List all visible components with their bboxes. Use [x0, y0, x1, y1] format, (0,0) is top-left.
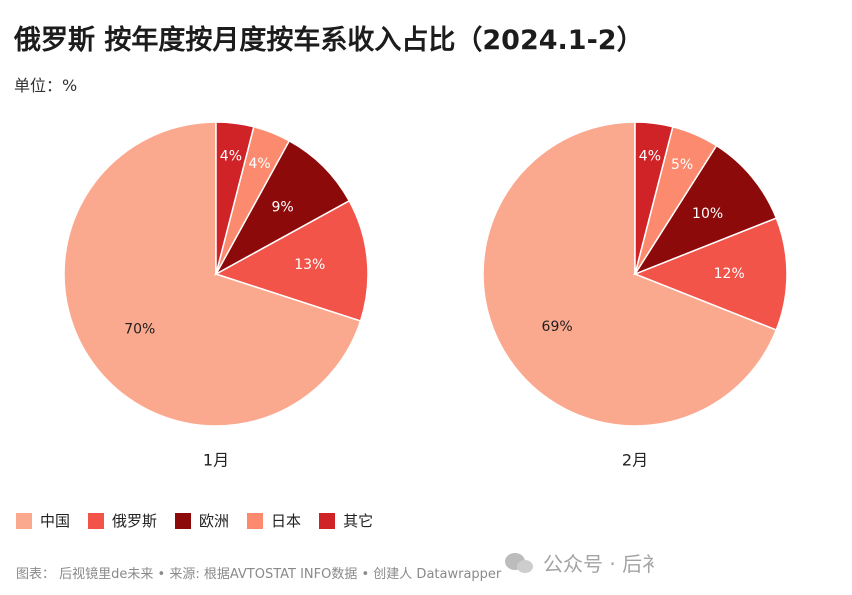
- watermark: 公众号 · 后衤: [505, 548, 662, 577]
- legend-item-other: 其它: [319, 510, 373, 531]
- source-footer: 图表： 后视镜里de未来 • 来源: 根据AVTOSTAT INFO数据 • 创…: [16, 567, 502, 582]
- legend-label-china: 中国: [40, 512, 71, 530]
- unit-label: 单位：%: [14, 76, 78, 95]
- legend-item-japan: 日本: [247, 510, 301, 531]
- legend-item-china: 中国: [16, 510, 70, 531]
- pie-1-label-china: 70%: [124, 321, 155, 337]
- pie-2-slice-other: [634, 121, 674, 275]
- pie-2-label-japan: 5%: [671, 157, 693, 173]
- pie-1-slice-europe: [214, 139, 351, 276]
- legend: 中国 俄罗斯 欧洲 日本 其它: [16, 510, 373, 531]
- pie-1-slice-other: [215, 121, 255, 275]
- legend-label-other: 其它: [343, 512, 374, 530]
- legend-label-russia: 俄罗斯: [112, 512, 158, 530]
- pie-1-label-russia: 13%: [294, 257, 325, 273]
- pie-2-label-europe: 10%: [692, 206, 723, 222]
- legend-swatch-japan: [247, 512, 264, 529]
- watermark-text: 公众号 · 后衤: [543, 552, 663, 576]
- legend-swatch-other: [319, 512, 336, 529]
- legend-swatch-china: [16, 512, 32, 529]
- legend-swatch-europe: [175, 512, 192, 529]
- pie-2-label-china: 69%: [542, 319, 573, 335]
- pie-1-label-europe: 9%: [271, 199, 293, 215]
- chart-title: 俄罗斯 按年度按月度按车系收入占比（2024.1-2）: [14, 25, 644, 56]
- pie-2-slice-russia: [632, 217, 788, 331]
- pie-1-label-other: 4%: [220, 148, 242, 164]
- pie-chart-1: 70% 13% 9% 4% 4% 1月: [63, 121, 369, 470]
- pie-2-slice-china: [482, 121, 778, 427]
- legend-item-russia: 俄罗斯: [88, 510, 157, 531]
- pie-1-label-japan: 4%: [248, 156, 270, 172]
- legend-item-europe: 欧洲: [175, 510, 229, 531]
- legend-swatch-russia: [88, 512, 105, 529]
- pie-2-label-russia: 12%: [714, 266, 745, 282]
- pie-2-slice-europe: [633, 144, 778, 276]
- legend-label-europe: 欧洲: [199, 512, 230, 530]
- wechat-icon: [505, 551, 535, 575]
- pie-1-slice-china: [63, 121, 362, 427]
- pie-1-slice-russia: [214, 199, 369, 322]
- pie-2-month-label: 2月: [622, 451, 648, 470]
- pie-1-month-label: 1月: [203, 451, 229, 470]
- pie-2-label-other: 4%: [639, 148, 661, 164]
- legend-label-japan: 日本: [271, 512, 302, 530]
- pie-chart-2: 69% 12% 10% 5% 4% 2月: [482, 121, 788, 470]
